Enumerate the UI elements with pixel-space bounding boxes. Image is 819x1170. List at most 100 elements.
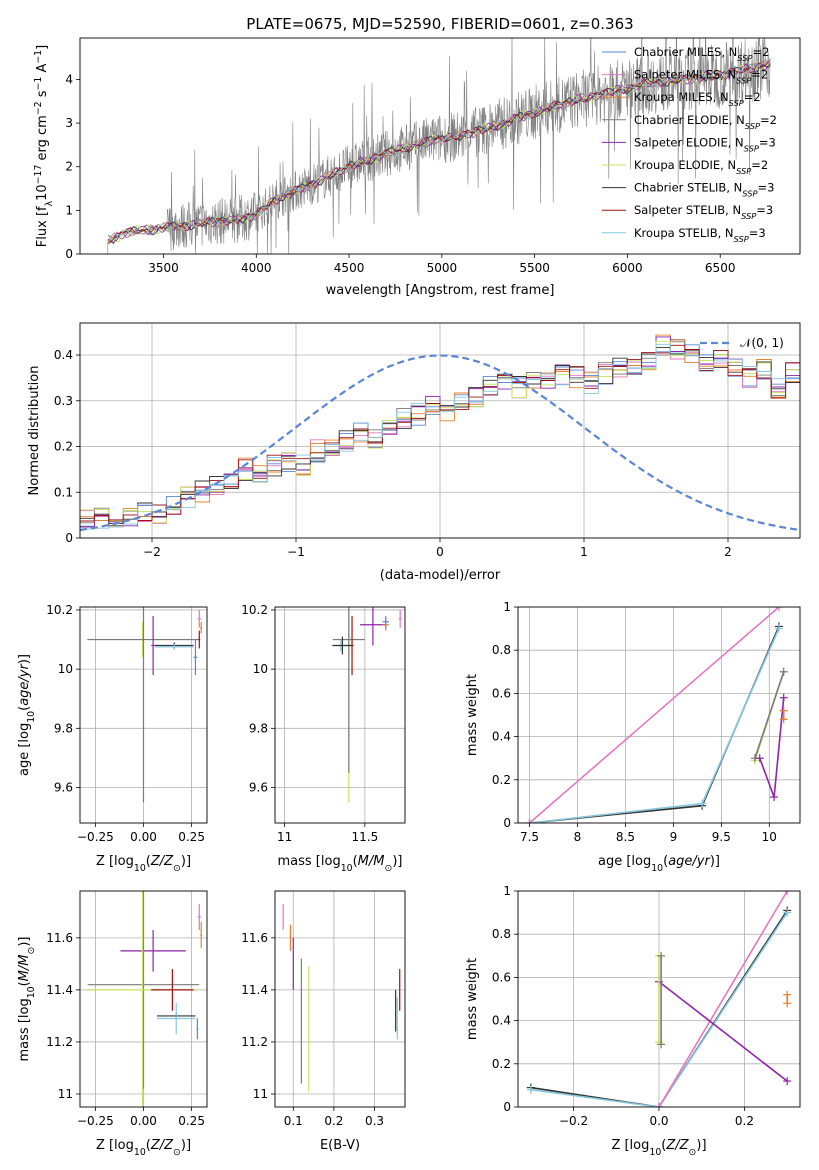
label-part: ⊙: [26, 947, 37, 955]
legend-entry: Chabrier ELODIE, NSSP=2: [634, 113, 777, 131]
histogram-step: [80, 344, 800, 522]
label-part: Z [log: [96, 1138, 134, 1153]
legend-entry: Salpeter STELIB, NSSP=3: [634, 203, 773, 221]
x-tick-label: 2: [724, 545, 732, 559]
y-tick-label: 1: [503, 884, 511, 898]
label-part: mass [log: [278, 854, 341, 869]
axes-frame: [79, 606, 208, 824]
x-tick-label: 0.25: [178, 1114, 205, 1128]
x-tick-label: 9: [670, 830, 678, 844]
label-part: ⊙: [384, 863, 392, 874]
series-line: [530, 912, 788, 1107]
legend-entry: Chabrier MILES, NSSP=2: [634, 45, 769, 63]
y-tick-label: 0.8: [492, 643, 511, 657]
label-part: 10: [134, 1147, 146, 1158]
x-tick-label: 5000: [427, 261, 458, 275]
plot-area: [518, 607, 800, 823]
axes-frame: [517, 606, 801, 824]
spectrum-model-line: [107, 59, 771, 242]
y-tick-label: 1: [65, 203, 73, 217]
legend-entry: Chabrier STELIB, NSSP=3: [634, 181, 774, 199]
label-part: (: [146, 854, 151, 869]
y-tick-label: 9.8: [249, 721, 268, 735]
label-part: )]: [17, 937, 32, 947]
label-part: Flux [f: [35, 206, 50, 247]
y-tick-label: 0.2: [492, 1057, 511, 1071]
y-tick-label: 11: [253, 1087, 268, 1101]
label-part: )]: [181, 1138, 191, 1153]
y-tick-label: 11.4: [241, 983, 268, 997]
y-tick-label: 0: [65, 531, 73, 545]
label-part: λ: [44, 200, 55, 206]
series-line: [758, 697, 785, 798]
y-tick-label: 1: [503, 600, 511, 614]
x-tick-label: −0.25: [77, 1114, 114, 1128]
y-tick-label: 9.8: [54, 721, 73, 735]
y-axis-label: Flux [fλ10−17 erg cm−2 s−1 A−1]: [33, 45, 55, 247]
x-tick-label: −0.2: [559, 1114, 588, 1128]
plot-area: [80, 891, 207, 1107]
axes-frame: [274, 606, 406, 824]
plot-area: [275, 607, 405, 823]
label-part: M/M: [17, 955, 32, 982]
label-part: =3: [756, 203, 773, 217]
x-tick-label: 0: [436, 545, 444, 559]
x-axis-label: Z [log10(Z/Z⊙)]: [96, 854, 191, 874]
label-part: ⊙: [173, 1147, 181, 1158]
label-part: −2: [33, 101, 44, 115]
label-part: =2: [752, 45, 769, 59]
label-part: Salpeter STELIB, N: [634, 203, 741, 217]
label-part: Chabrier MILES, N: [634, 45, 737, 59]
label-part: ⊙: [173, 863, 181, 874]
label-part: (: [17, 706, 32, 711]
x-tick-label: 0.00: [130, 830, 157, 844]
y-tick-label: 10.2: [241, 603, 268, 617]
label-part: )]: [181, 854, 191, 869]
plot-area: [80, 607, 207, 823]
y-axis-label: mass weight: [465, 674, 480, 756]
label-part: =3: [759, 135, 776, 149]
y-tick-label: 0.3: [54, 394, 73, 408]
label-part: Z [log: [611, 1138, 649, 1153]
y-tick-label: 0: [503, 1100, 511, 1114]
label-part: (: [17, 981, 32, 986]
x-tick-label: 6500: [705, 261, 736, 275]
label-part: (: [146, 1138, 151, 1153]
label-part: (: [663, 854, 668, 869]
x-tick-label: 1: [580, 545, 588, 559]
mass-vs-extinction-panel: 0.1 0.2 0.3 11 11.2 11.4 11.6 E(B-V): [241, 890, 406, 1153]
x-tick-label: 0.2: [324, 1114, 343, 1128]
label-part: age/yr: [17, 662, 32, 705]
y-tick-label: 0.6: [492, 970, 511, 984]
label-part: 10: [35, 184, 50, 201]
axes-frame: [79, 890, 208, 1108]
mass-weight-vs-metallicity-panel: −0.2 0.0 0.2 0 0.2 0.4 0.6 0.8 1 Z [log10(Z/Z⊙)] m…: [465, 884, 801, 1158]
label-part: SSP: [742, 189, 757, 199]
x-axis-label: (data-model)/error: [380, 568, 501, 583]
label-part: A: [35, 64, 50, 77]
y-tick-label: 11.4: [46, 983, 73, 997]
label-part: 10: [649, 1147, 661, 1158]
label-part: SSP: [745, 121, 760, 131]
x-tick-label: 0.25: [178, 830, 205, 844]
series-line: [529, 626, 780, 823]
label-part: M/M: [358, 854, 385, 869]
label-part: Z/Z: [665, 1138, 689, 1153]
x-tick-label: 8: [574, 830, 582, 844]
label-part: age [log: [17, 723, 32, 776]
label-part: Kroupa STELIB, N: [634, 226, 734, 240]
y-tick-label: 10.2: [46, 603, 73, 617]
label-part: age [log: [598, 854, 651, 869]
series-line: [658, 981, 788, 1082]
axes-frame: [79, 37, 801, 255]
label-part: Chabrier ELODIE, N: [634, 113, 745, 127]
label-part: SSP: [729, 98, 744, 108]
label-part: 10: [134, 863, 146, 874]
legend-entry: Salpeter MILES, NSSP=2: [634, 68, 768, 86]
residual-histogram-panel: −2 −1 0 1 2 0 0.1 0.2 0.3 0.4 𝒩(0, 1) (data-model)/…: [27, 322, 801, 583]
label-part: Normed distribution: [27, 366, 42, 496]
y-tick-label: 0.1: [54, 485, 73, 499]
y-axis-label: mass weight: [465, 958, 480, 1040]
x-tick-label: 9.5: [712, 830, 731, 844]
